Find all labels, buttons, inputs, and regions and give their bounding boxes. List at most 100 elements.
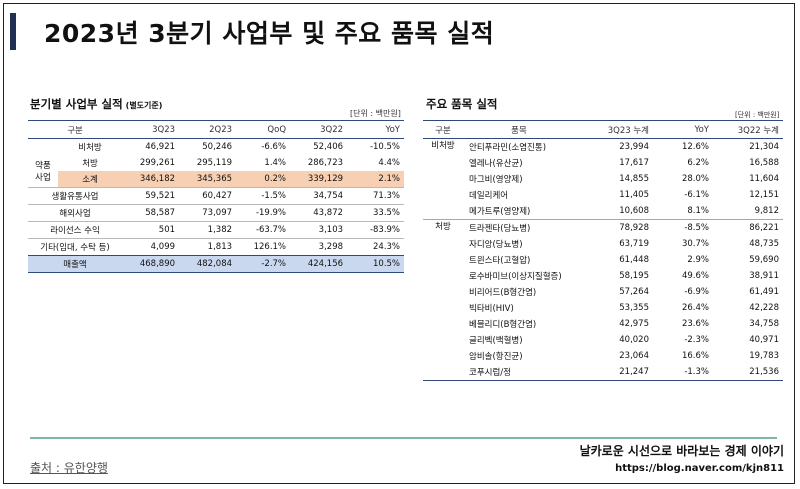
cell-yoy: 49.6% <box>681 271 709 281</box>
table-row: 비처방 안티푸라민(소염진통) 23,994 12.6% 21,304 <box>423 139 783 156</box>
cell-3q22-cum: 21,536 <box>749 367 779 377</box>
cell-yoy: 12.6% <box>681 142 709 152</box>
cell-2q23: 345,365 <box>179 171 237 188</box>
product-name: 빅타비(HIV) <box>469 304 514 314</box>
blog-title: 날카로운 시선으로 바라보는 경제 이야기 <box>579 444 784 458</box>
cell-3q22: 339,129 <box>290 171 348 188</box>
cell-yoy: 16.6% <box>681 351 709 361</box>
cell-3q23: 501 <box>122 221 180 239</box>
cell-yoy: 23.6% <box>681 319 709 329</box>
product-name: 암비솔(항진균) <box>469 352 523 362</box>
group-label: 비처방 <box>431 141 455 151</box>
footer-divider <box>30 437 777 439</box>
cell-yoy: 2.1% <box>347 171 405 188</box>
cell-3q22-cum: 40,971 <box>749 335 779 345</box>
cell-3q23-cum: 53,355 <box>619 303 649 313</box>
header-category: 구분 <box>67 125 83 136</box>
cell-2q23: 1,382 <box>179 221 237 239</box>
cell-yoy: 6.2% <box>687 158 709 168</box>
product-name: 안티푸라민(소염진통) <box>469 143 547 153</box>
table-row: 생활유통사업 59,521 60,427 -1.5% 34,754 71.3% <box>28 187 405 205</box>
cell-yoy: 30.7% <box>681 239 709 249</box>
cell-yoy: -1.3% <box>684 367 709 377</box>
cell-2q23: 73,097 <box>179 204 237 222</box>
cell-3q23-cum: 40,020 <box>619 335 649 345</box>
cell-3q22-cum: 61,491 <box>749 287 779 297</box>
product-name: 데일리케어 <box>469 191 509 201</box>
cell-3q22-cum: 48,735 <box>749 239 779 249</box>
cell-3q22-cum: 86,221 <box>713 219 783 236</box>
cell-3q23-cum: 23,064 <box>619 351 649 361</box>
cell-3q23-cum: 58,195 <box>619 271 649 281</box>
table-row: 글리벡(백혈병) 40,020 -2.3% 40,971 <box>423 332 783 348</box>
cell-yoy: -10.5% <box>369 142 401 152</box>
right-section-title: 주요 품목 실적 <box>426 97 498 111</box>
cell-yoy: 26.4% <box>681 303 709 313</box>
cell-3q23-cum: 78,928 <box>575 219 653 236</box>
cell-qoq: -1.5% <box>236 187 291 205</box>
cell-yoy: 28.0% <box>681 174 709 184</box>
header-category: 구분 <box>435 125 451 136</box>
cell-3q23-cum: 61,448 <box>619 255 649 265</box>
division-results-table: 구분 3Q23 2Q23 QoQ 3Q22 YoY 약품 비처방 46,921 … <box>28 120 405 273</box>
cell-3q23-cum: 42,975 <box>619 319 649 329</box>
cell-3q23-cum: 57,264 <box>619 287 649 297</box>
total-row: 매출액 468,890 482,084 -2.7% 424,156 10.5% <box>28 255 405 273</box>
header-qoq: QoQ <box>267 124 287 135</box>
group-label-business: 사업 <box>28 171 58 188</box>
cell-2q23: 1,813 <box>179 238 237 256</box>
cell-qoq: -6.6% <box>261 142 287 152</box>
cell-3q23: 59,521 <box>122 187 180 205</box>
cell-yoy: 33.5% <box>347 204 405 222</box>
cell-yoy: 24.3% <box>347 238 405 256</box>
header-3q23-cum: 3Q23 누계 <box>607 125 649 136</box>
cell-3q22: 52,406 <box>313 142 344 152</box>
row-label: 소계 <box>58 171 123 188</box>
cell-3q23: 299,261 <box>139 158 176 168</box>
product-name: 자디앙(당뇨병) <box>469 240 523 250</box>
cell-yoy: -83.9% <box>347 221 405 239</box>
left-heading-note: (별도기준) <box>125 101 163 110</box>
table-row: 처방 299,261 295,119 1.4% 286,723 4.4% <box>28 155 404 171</box>
table-row: 데일리케어 11,405 -6.1% 12,151 <box>423 187 783 203</box>
cell-3q22-cum: 16,588 <box>749 158 779 168</box>
cell-qoq: -2.7% <box>236 255 291 273</box>
cell-yoy: 4.4% <box>378 158 401 168</box>
cell-3q23-cum: 14,855 <box>619 174 649 184</box>
cell-3q22: 3,298 <box>290 238 348 256</box>
cell-yoy: -8.5% <box>653 219 713 236</box>
header-3q22-cum: 3Q22 누계 <box>737 125 779 136</box>
header-3q22: 3Q22 <box>320 124 344 135</box>
cell-yoy: -6.1% <box>684 190 709 200</box>
table-row: 기타(임대, 수탁 등) 4,099 1,813 126.1% 3,298 24… <box>28 238 405 256</box>
cell-3q23-cum: 23,994 <box>619 142 649 152</box>
cell-yoy: 2.9% <box>687 255 709 265</box>
cell-3q22-cum: 59,690 <box>749 255 779 265</box>
table-row: 마그비(영양제) 14,855 28.0% 11,604 <box>423 171 783 187</box>
group-label-pharma: 약품 <box>35 161 51 171</box>
header-product: 품목 <box>511 125 527 136</box>
cell-qoq: -19.9% <box>236 204 291 222</box>
cell-3q22-cum: 12,151 <box>749 190 779 200</box>
cell-3q23: 468,890 <box>122 255 180 273</box>
page-frame <box>3 3 795 484</box>
blog-url[interactable]: https://blog.naver.com/kjn811 <box>615 463 784 474</box>
product-name: 트윈스타(고혈압) <box>469 256 531 266</box>
table-row: 빅타비(HIV) 53,355 26.4% 42,228 <box>423 300 783 316</box>
table-row: 암비솔(항진균) 23,064 16.6% 19,783 <box>423 348 783 364</box>
cell-2q23: 50,246 <box>202 142 233 152</box>
cell-3q23-cum: 11,405 <box>619 190 649 200</box>
cell-yoy: 10.5% <box>347 255 405 273</box>
product-results-table: 구분 품목 3Q23 누계 YoY 3Q22 누계 비처방 안티푸라민(소염진통)… <box>423 120 783 381</box>
left-section-title: 분기별 사업부 실적 (별도기준) <box>30 96 162 112</box>
cell-3q22: 286,723 <box>307 158 344 168</box>
cell-2q23: 60,427 <box>179 187 237 205</box>
source-label: 출처 : 유한양행 <box>30 461 108 475</box>
cell-yoy: 8.1% <box>687 206 709 216</box>
cell-3q23: 58,587 <box>122 204 180 222</box>
table-row: 메가트루(영양제) 10,608 8.1% 9,812 <box>423 203 783 220</box>
row-label: 라이선스 수익 <box>28 221 123 239</box>
header-3q23: 3Q23 <box>152 124 176 135</box>
row-label: 비처방 <box>78 143 102 153</box>
cell-3q22-cum: 11,604 <box>749 174 779 184</box>
